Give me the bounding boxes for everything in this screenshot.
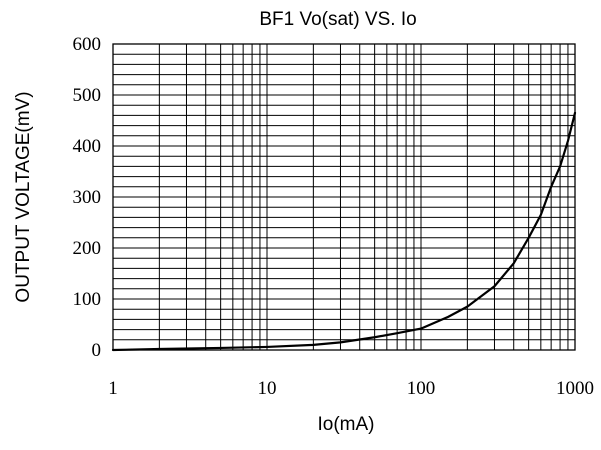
x-tick-label: 100 bbox=[407, 378, 436, 399]
x-tick-label: 10 bbox=[258, 378, 277, 399]
grid bbox=[112, 43, 576, 351]
plot-frame bbox=[112, 43, 576, 351]
x-tick-label: 1000 bbox=[556, 378, 594, 399]
tick-labels: 0 100 200 300 400 500 600 1 10 100 1000 bbox=[73, 34, 595, 399]
y-tick-label: 600 bbox=[73, 34, 102, 55]
y-axis-label: OUTPUT VOLTAGE(mV) bbox=[13, 91, 34, 302]
y-tick-label: 500 bbox=[73, 85, 102, 106]
chart-title: BF1 Vo(sat) VS. Io bbox=[259, 9, 416, 30]
y-tick-label: 100 bbox=[73, 289, 102, 310]
y-tick-label: 200 bbox=[73, 238, 102, 259]
series-layer bbox=[111, 111, 577, 352]
x-axis-label: Io(mA) bbox=[318, 414, 375, 435]
y-tick-label: 300 bbox=[73, 187, 102, 208]
y-tick-label: 0 bbox=[92, 340, 102, 361]
y-tick-label: 400 bbox=[73, 136, 102, 157]
x-tick-label: 1 bbox=[108, 378, 118, 399]
series-line bbox=[111, 111, 577, 352]
